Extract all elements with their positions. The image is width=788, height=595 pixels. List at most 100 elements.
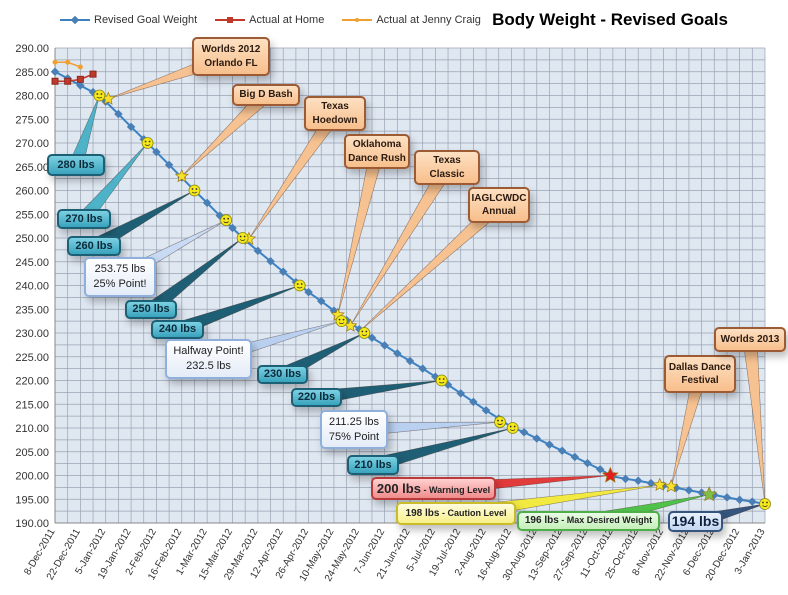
- smiley-icon: [494, 416, 506, 428]
- home-point: [76, 75, 84, 83]
- callout-q25: 253.75 lbs 25% Point!: [84, 257, 156, 297]
- callout-line: 232.5 lbs: [186, 360, 231, 372]
- goal-point: [152, 147, 161, 157]
- callout-text: 210 lbs: [354, 458, 391, 473]
- callout-line: 75% Point: [328, 430, 380, 443]
- callout-line: 25% Point!: [93, 278, 147, 290]
- callout-line: Texas: [433, 155, 461, 166]
- callout-line: 198 lbs: [405, 507, 440, 519]
- callout-line: Worlds 2012: [201, 44, 261, 55]
- callout-m250: 250 lbs: [125, 300, 177, 319]
- legend-label: Revised Goal Weight: [94, 14, 198, 26]
- callout-text: 220 lbs: [298, 390, 335, 405]
- callout-line: Big D Bash: [239, 89, 293, 101]
- callout-line: 210 lbs: [354, 458, 392, 471]
- goal-point: [393, 349, 402, 358]
- smiley-mouth: [338, 322, 345, 325]
- smiley-icon: [759, 498, 771, 510]
- callout-text: 230 lbs: [264, 367, 301, 382]
- callout-line: 196 lbs: [524, 515, 559, 527]
- callout-text: Oklahoma Dance Rush: [348, 138, 406, 165]
- y-tick-label: 275.00: [15, 114, 49, 126]
- smiley-eye: [338, 318, 341, 321]
- smiley-eye: [513, 425, 516, 428]
- smiley-eye: [243, 235, 246, 238]
- callout-text: Big D Bash: [239, 88, 292, 102]
- goal-point: [735, 495, 744, 504]
- goal-point: [50, 67, 60, 76]
- legend: Revised Goal Weight Actual at Home Actua…: [60, 14, 481, 26]
- y-tick-label: 250.00: [15, 233, 49, 245]
- smiley-mouth: [191, 191, 198, 194]
- red-star-icon: [601, 466, 619, 483]
- y-tick-label: 195.00: [15, 494, 49, 506]
- smiley-mouth: [96, 96, 103, 99]
- callout-line: - Max Desired Weight: [558, 515, 653, 526]
- y-tick-label: 190.00: [15, 518, 49, 530]
- y-tick-label: 225.00: [15, 352, 49, 364]
- smiley-mouth: [239, 239, 246, 241]
- goal-point: [583, 458, 592, 468]
- callout-line: Annual: [482, 206, 516, 217]
- callout-text: 194 lbs: [672, 512, 719, 531]
- y-tick-label: 260.00: [15, 186, 49, 198]
- goal-point: [126, 122, 136, 132]
- callout-text: 280 lbs: [57, 158, 94, 173]
- goal-point: [545, 440, 554, 449]
- y-tick-label: 270.00: [15, 138, 49, 150]
- callout-text: 200 lbs - Warning Level: [377, 480, 490, 498]
- smiley-eye: [442, 378, 445, 380]
- goal-point: [722, 493, 732, 502]
- goal-point: [519, 428, 529, 437]
- callout-line: 194 lbs: [671, 513, 720, 530]
- callout-classic: Texas Classic: [414, 150, 480, 185]
- goal-point: [418, 364, 427, 373]
- legend-jenny-swatch: [342, 18, 373, 22]
- y-tick-label: 230.00: [15, 328, 49, 340]
- callout-line: - Caution Level: [439, 507, 507, 518]
- callout-line: Texas: [321, 101, 349, 112]
- y-tick-label: 245.00: [15, 257, 49, 269]
- smiley-icon: [141, 137, 154, 149]
- y-tick-label: 210.00: [15, 423, 49, 435]
- chart-title: Body Weight - Revised Goals: [492, 10, 728, 29]
- smiley-eye: [223, 217, 226, 220]
- callout-m270: 270 lbs: [57, 209, 111, 229]
- callout-text: 196 lbs - Max Desired Weight: [525, 514, 652, 528]
- goal-point: [481, 406, 491, 415]
- goal-point: [697, 488, 706, 497]
- callout-text: 250 lbs: [132, 302, 169, 317]
- smiley-mouth: [509, 429, 516, 431]
- goal-point: [228, 223, 237, 233]
- smiley-icon: [236, 232, 249, 244]
- callout-desired: 196 lbs - Max Desired Weight: [517, 511, 660, 531]
- smiley-mouth: [438, 381, 445, 384]
- smiley-eye: [296, 283, 299, 285]
- callout-worlds2012: Worlds 2012 Orlando FL: [192, 37, 270, 76]
- y-tick-label: 290.00: [15, 43, 49, 55]
- callout-line: 240 lbs: [158, 323, 197, 336]
- smiley-eye: [191, 188, 194, 190]
- goal-point: [76, 81, 85, 90]
- smiley-icon: [93, 89, 106, 102]
- callout-dallas: Dallas Dance Festival: [664, 355, 736, 393]
- smiley-eye: [96, 93, 99, 95]
- callout-line: 220 lbs: [297, 391, 336, 404]
- smiley-eye: [195, 188, 198, 190]
- goal-point: [317, 296, 326, 306]
- callout-text: 198 lbs - Caution Level: [406, 507, 507, 521]
- goal-point: [202, 198, 212, 208]
- smiley-mouth: [497, 423, 503, 425]
- callout-m240: 240 lbs: [151, 320, 204, 339]
- callout-line: 211.25 lbs: [329, 415, 379, 428]
- callout-text: Worlds 2013: [721, 333, 780, 347]
- smiley-eye: [227, 217, 230, 220]
- y-tick-label: 255.00: [15, 209, 49, 221]
- callout-warn: 200 lbs - Warning Level: [371, 477, 496, 500]
- smiley-eye: [365, 330, 368, 333]
- goal-point: [367, 333, 377, 342]
- goal-point: [684, 485, 694, 495]
- home-point: [51, 77, 59, 85]
- y-tick-label: 265.00: [15, 162, 49, 174]
